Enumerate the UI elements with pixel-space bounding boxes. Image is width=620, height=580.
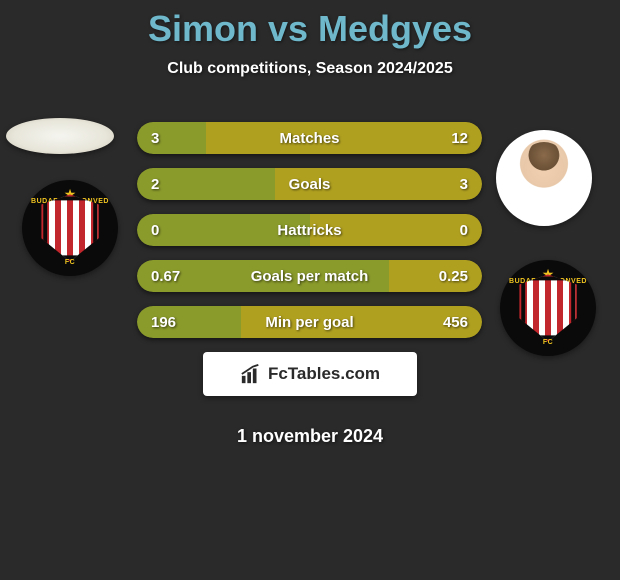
stat-label: Min per goal bbox=[137, 306, 482, 338]
club-badge-right: ★ BUDAPEST HONVED FC bbox=[500, 260, 596, 356]
stat-label: Goals bbox=[137, 168, 482, 200]
subtitle: Club competitions, Season 2024/2025 bbox=[0, 60, 620, 78]
page-title: Simon vs Medgyes bbox=[0, 0, 620, 50]
player-avatar-right bbox=[496, 130, 592, 226]
shield-icon bbox=[41, 194, 99, 261]
stat-row: 196456Min per goal bbox=[137, 306, 482, 338]
branding-badge: FcTables.com bbox=[203, 352, 417, 396]
stats-panel: 312Matches 23Goals 00Hattricks 0.670.25Goal… bbox=[137, 122, 482, 352]
date: 1 november 2024 bbox=[0, 426, 620, 447]
stat-label: Goals per match bbox=[137, 260, 482, 292]
stat-label: Matches bbox=[137, 122, 482, 154]
player-avatar-left bbox=[6, 118, 114, 154]
stat-row: 312Matches bbox=[137, 122, 482, 154]
chart-icon bbox=[240, 363, 262, 385]
badge-text: FC bbox=[500, 339, 596, 346]
club-badge-left: ★ BUDAPEST HONVED FC bbox=[22, 180, 118, 276]
comparison-infographic: Simon vs Medgyes Club competitions, Seas… bbox=[0, 0, 620, 580]
shield-icon bbox=[519, 274, 577, 341]
branding-text: FcTables.com bbox=[268, 364, 380, 384]
stat-row: 23Goals bbox=[137, 168, 482, 200]
stat-label: Hattricks bbox=[137, 214, 482, 246]
stat-row: 00Hattricks bbox=[137, 214, 482, 246]
badge-text: FC bbox=[22, 259, 118, 266]
stat-row: 0.670.25Goals per match bbox=[137, 260, 482, 292]
